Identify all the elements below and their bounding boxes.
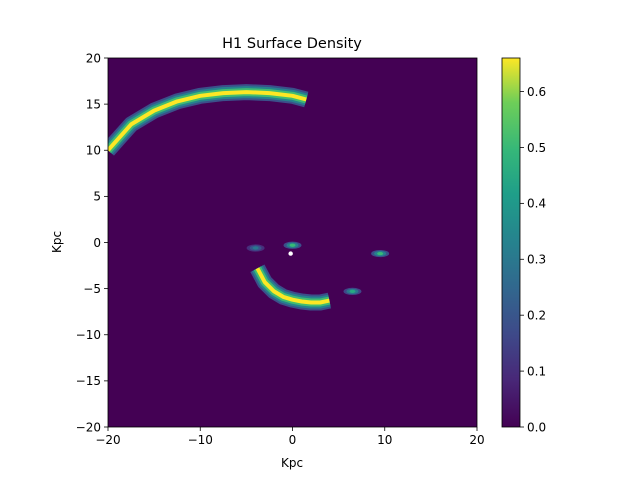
colorbar-gradient: [502, 58, 520, 427]
x-tick-label: 20: [469, 433, 484, 447]
density-clump-5: [371, 249, 390, 258]
density-clump-band-3: [377, 251, 384, 256]
density-clump-3: [283, 241, 302, 249]
y-axis-label: Kpc: [50, 231, 64, 253]
y-tick-label: −5: [83, 282, 101, 296]
plot-area: [107, 57, 478, 428]
colorbar-tick-label: 0.5: [527, 141, 546, 155]
density-clump-band-3: [252, 246, 259, 250]
center-marker: [288, 251, 293, 256]
density-layer: [108, 84, 390, 311]
x-tick-label: 0: [289, 433, 297, 447]
colorbar-tick-label: 0.4: [527, 197, 546, 211]
density-arc-band-4: [255, 267, 330, 305]
y-tick-label: 0: [93, 236, 101, 250]
colorbar-tick-label: 0.1: [527, 364, 546, 378]
y-tick-label: −15: [76, 374, 101, 388]
x-tick-label: −20: [95, 433, 120, 447]
x-tick-label: 10: [377, 433, 392, 447]
colorbar-tick-label: 0.6: [527, 85, 546, 99]
x-tick-label: −10: [188, 433, 213, 447]
colorbar-tick-label: 0.2: [527, 308, 546, 322]
density-arc-band-4: [108, 90, 307, 152]
y-tick-label: 10: [86, 144, 101, 158]
density-clump-band-3: [349, 289, 356, 293]
x-axis: −20 −10 0 10 20: [95, 427, 485, 447]
y-tick-label: 5: [93, 190, 101, 204]
density-clump-4: [246, 244, 265, 252]
colorbar-tick-label: 0.0: [527, 420, 546, 434]
density-clump-band-3: [289, 243, 296, 247]
density-arc-2: [250, 264, 332, 311]
colorbar-ticks: 0.0 0.1 0.2 0.3 0.4 0.5 0.6: [520, 85, 546, 434]
y-tick-label: 15: [86, 97, 101, 111]
y-tick-label: −10: [76, 328, 101, 342]
colorbar-frame: [501, 57, 521, 428]
x-axis-label: Kpc: [281, 456, 303, 470]
colorbar: 0.0 0.1 0.2 0.3 0.4 0.5 0.6: [501, 57, 546, 434]
y-axis: −20 −15 −10 −5 0 5 10 15 20: [76, 51, 108, 434]
density-arc-1: [108, 84, 309, 156]
y-tick-label: −20: [76, 420, 101, 434]
colorbar-tick-label: 0.3: [527, 253, 546, 267]
chart-title: H1 Surface Density: [222, 36, 362, 52]
density-clump-6: [343, 287, 362, 295]
y-tick-label: 20: [86, 51, 101, 65]
